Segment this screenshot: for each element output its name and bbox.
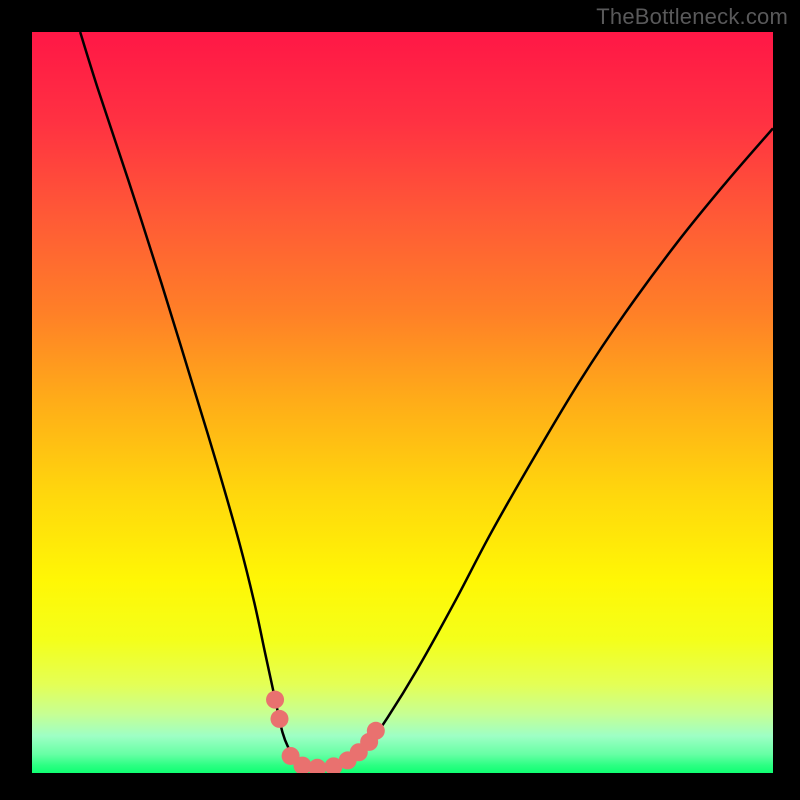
curve-left-branch — [80, 32, 312, 768]
data-marker — [266, 691, 284, 709]
data-marker — [308, 759, 326, 773]
plot-frame — [32, 32, 773, 773]
data-marker — [270, 710, 288, 728]
curve-right-branch — [312, 128, 773, 768]
data-marker — [367, 722, 385, 740]
bottleneck-curve-svg — [32, 32, 773, 773]
watermark-text: TheBottleneck.com — [596, 4, 788, 30]
